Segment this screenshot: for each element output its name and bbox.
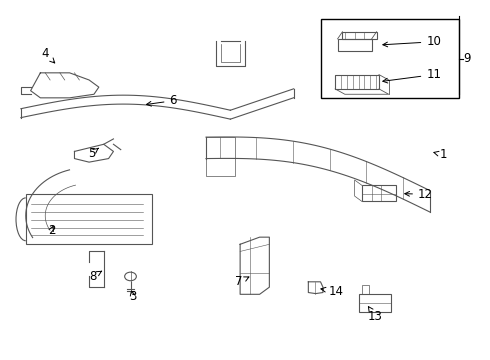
Bar — [206, 137, 235, 176]
Text: 9: 9 — [463, 52, 471, 65]
Bar — [338, 39, 372, 51]
Text: 10: 10 — [383, 35, 441, 48]
Text: 6: 6 — [147, 94, 177, 107]
Bar — [335, 75, 379, 89]
Text: 3: 3 — [129, 289, 136, 303]
Text: 12: 12 — [405, 188, 433, 201]
Text: 5: 5 — [88, 147, 98, 160]
Text: 8: 8 — [89, 270, 102, 283]
Text: 4: 4 — [41, 47, 55, 63]
Bar — [362, 285, 369, 294]
Bar — [26, 194, 152, 244]
Text: 1: 1 — [434, 148, 447, 162]
Bar — [360, 294, 391, 312]
Bar — [362, 185, 396, 202]
Text: 7: 7 — [235, 275, 249, 288]
Text: 14: 14 — [321, 285, 344, 298]
Text: 13: 13 — [368, 307, 383, 323]
Bar — [343, 32, 376, 39]
Text: 2: 2 — [48, 224, 55, 237]
Text: 11: 11 — [383, 68, 441, 83]
